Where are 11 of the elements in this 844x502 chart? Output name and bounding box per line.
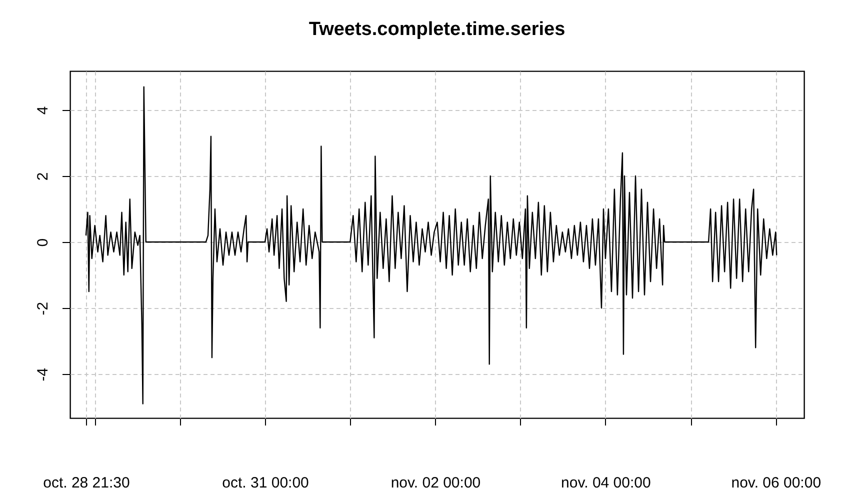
y-tick-label: 4 — [34, 106, 52, 115]
x-tick-label: oct. 28 21:30 — [43, 474, 130, 492]
y-tick-label: -4 — [34, 368, 52, 382]
x-tick-label: nov. 02 00:00 — [390, 474, 481, 492]
y-tick-label: 2 — [34, 172, 52, 181]
x-tick-label: oct. 31 00:00 — [222, 474, 309, 492]
x-tick-label: nov. 04 00:00 — [561, 474, 651, 492]
y-tick-label: 0 — [34, 238, 52, 247]
x-tick-label: nov. 06 00:00 — [731, 474, 822, 492]
chart-title: Tweets.complete.time.series — [308, 19, 566, 40]
y-tick-label: -2 — [34, 302, 52, 316]
